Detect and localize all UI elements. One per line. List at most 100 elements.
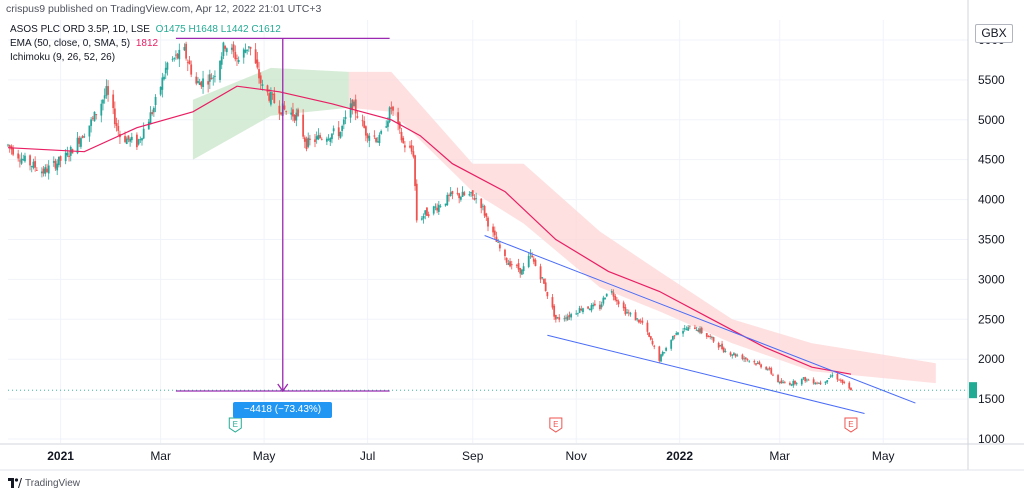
candle-up <box>670 340 673 349</box>
candle-down <box>599 304 601 310</box>
candle-up <box>470 192 472 194</box>
candle-up <box>269 92 272 105</box>
measure-arrow-icon <box>277 383 289 393</box>
candle-up <box>290 112 293 115</box>
legend-symbol[interactable]: ASOS PLC ORD 3.5P, 1D, LSE O1475 H1648 L… <box>10 24 281 35</box>
candle-up <box>344 116 347 119</box>
candle-down <box>850 387 852 391</box>
legend-ichimoku[interactable]: Ichimoku (9, 26, 52, 26) <box>10 52 115 63</box>
candle-down <box>646 322 649 332</box>
candle-down <box>553 305 556 317</box>
wedge-lower-trendline <box>547 334 865 414</box>
candle-up <box>743 358 746 360</box>
ichimoku-cloud-bullish <box>192 67 349 160</box>
candle-up <box>295 112 298 121</box>
candle-up <box>47 165 50 174</box>
candle-down <box>412 151 415 157</box>
x-tick-label: Jul <box>360 449 375 463</box>
candle-down <box>356 116 359 118</box>
candle-up <box>164 67 167 74</box>
candle-up <box>353 101 355 107</box>
candle-up <box>424 210 427 215</box>
candle-down <box>580 308 583 311</box>
candle-down <box>448 195 450 196</box>
candle-down <box>17 153 20 159</box>
candle-down <box>136 134 138 148</box>
candle-down <box>273 93 276 104</box>
candle-up <box>699 328 701 333</box>
candle-down <box>210 78 213 80</box>
candle-up <box>556 317 559 319</box>
earnings-marker[interactable]: E <box>549 417 563 433</box>
symbol-title: ASOS PLC ORD 3.5P, 1D, LSE <box>10 24 150 35</box>
candle-down <box>195 76 198 84</box>
publisher-caption: crispus9 published on TradingView.com, A… <box>6 3 322 15</box>
candle-down <box>271 93 274 95</box>
candle-down <box>700 327 703 334</box>
earnings-icon <box>549 417 563 433</box>
candle-down <box>744 357 747 360</box>
candle-down <box>436 207 439 211</box>
candle-down <box>510 264 513 266</box>
candle-down <box>117 125 120 131</box>
earnings-marker[interactable]: E <box>844 417 858 433</box>
candle-up <box>93 111 96 122</box>
ichimoku-label: Ichimoku (9, 26, 52, 26) <box>10 52 116 63</box>
candle-up <box>434 206 437 208</box>
candle-down <box>115 123 118 126</box>
currency-button[interactable]: GBX <box>975 24 1013 43</box>
candle-down <box>593 303 596 306</box>
candle-down <box>517 263 520 270</box>
candle-up <box>56 163 59 171</box>
candle-down <box>207 81 210 85</box>
candle-down <box>634 312 637 321</box>
candle-down <box>302 114 305 137</box>
candle-up <box>626 312 628 314</box>
candle-up <box>497 242 500 243</box>
candle-up <box>675 333 678 335</box>
candle-up <box>141 138 143 141</box>
candle-down <box>403 145 406 148</box>
candle-up <box>588 309 591 311</box>
candle-up <box>766 369 769 371</box>
candle-up <box>183 47 186 51</box>
candle-up <box>388 107 391 122</box>
candle-down <box>232 44 235 52</box>
candle-up <box>197 81 199 83</box>
candle-down <box>375 137 377 142</box>
candle-down <box>848 382 851 389</box>
candle-down <box>458 193 461 199</box>
candle-down <box>539 266 542 280</box>
legend-ema[interactable]: EMA (50, close, 0, SMA, 5) 1812 <box>10 38 158 49</box>
candle-up <box>139 139 142 141</box>
candle-down <box>789 382 791 385</box>
candle-down <box>151 112 154 114</box>
candle-down <box>515 265 518 266</box>
candle-up <box>475 198 478 200</box>
candle-down <box>256 59 259 68</box>
last-price-marker <box>969 382 977 399</box>
candle-up <box>671 336 674 340</box>
candle-up <box>449 192 452 197</box>
candle-up <box>80 138 82 147</box>
candle-up <box>802 377 805 379</box>
ohlc-open: O1475 <box>155 24 186 35</box>
candle-up <box>66 152 69 156</box>
candle-down <box>836 374 839 380</box>
footer-brand[interactable]: TradingView <box>8 478 80 489</box>
candle-up <box>317 134 320 140</box>
earnings-label: E <box>233 420 238 429</box>
candle-up <box>468 194 471 196</box>
y-tick-label: 3500 <box>978 232 1005 246</box>
candle-down <box>838 379 840 381</box>
candle-up <box>149 112 152 125</box>
candle-down <box>364 126 367 136</box>
candle-down <box>504 249 506 256</box>
candle-down <box>531 255 533 258</box>
candle-down <box>543 278 545 284</box>
candle-down <box>658 346 661 361</box>
candle-up <box>125 138 128 144</box>
candle-down <box>351 99 354 110</box>
earnings-marker[interactable]: E <box>228 417 242 433</box>
